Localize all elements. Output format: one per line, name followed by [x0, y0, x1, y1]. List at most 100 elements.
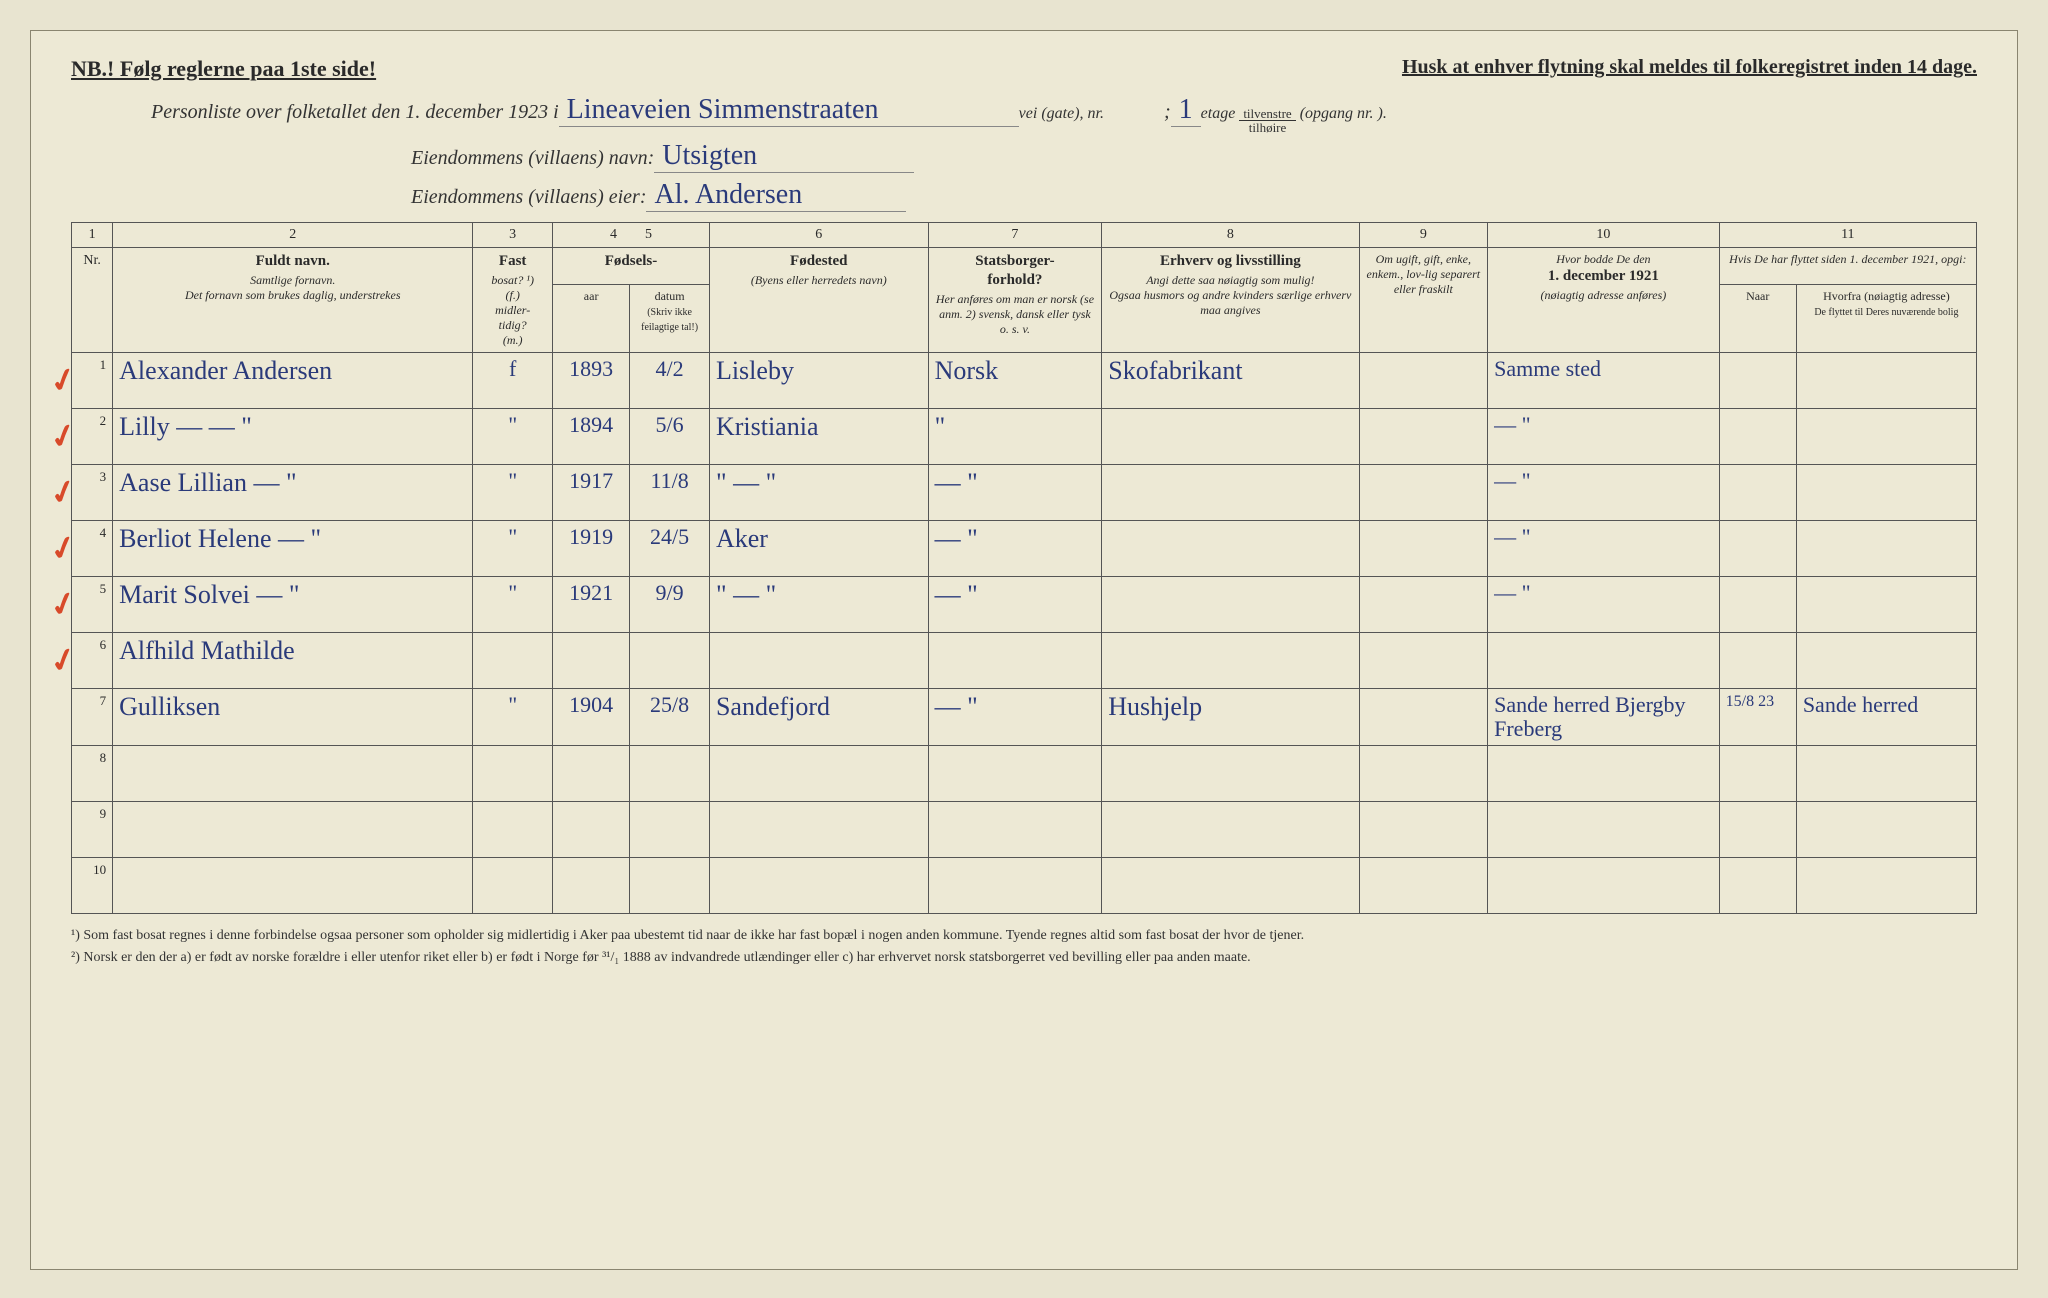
row-fast — [473, 746, 553, 802]
row-gift — [1359, 802, 1488, 858]
row-gift — [1359, 352, 1488, 408]
head-gift: Om ugift, gift, enke, enkem., lov-lig se… — [1359, 248, 1488, 353]
row-aar: 1894 — [553, 408, 630, 464]
row-name: Marit Solvei — " — [113, 576, 473, 632]
row-aar: 1893 — [553, 352, 630, 408]
row-datum: 4/2 — [630, 352, 710, 408]
row-nr: ✓3 — [72, 464, 113, 520]
row-naar: 15/8 23 — [1719, 688, 1796, 745]
frac-bot: tilhøire — [1239, 121, 1295, 134]
row-gift — [1359, 632, 1488, 688]
head-fodsels: Fødsels- — [553, 248, 710, 285]
header-line-1: Personliste over folketallet den 1. dece… — [151, 94, 1977, 134]
row-erhv: Skofabrikant — [1102, 352, 1359, 408]
row-nr: ✓5 — [72, 576, 113, 632]
census-form-page: NB.! Følg reglerne paa 1ste side! Husk a… — [30, 30, 2018, 1270]
row-aar — [553, 858, 630, 914]
header-line-3: Eiendommens (villaens) eier: Al. Anderse… — [411, 179, 1977, 212]
row-nr: ✓6 — [72, 632, 113, 688]
header-line-2: Eiendommens (villaens) navn: Utsigten — [411, 140, 1977, 173]
row-naar — [1719, 632, 1796, 688]
row-sted — [709, 802, 928, 858]
head-name: Fuldt navn. Samtlige fornavn. Det fornav… — [113, 248, 473, 353]
row-stats: — " — [928, 464, 1102, 520]
colnum-7: 7 — [928, 223, 1102, 248]
row-bodde: Samme sted — [1488, 352, 1720, 408]
row-name — [113, 858, 473, 914]
row-datum: 9/9 — [630, 576, 710, 632]
row-bodde — [1488, 802, 1720, 858]
check-mark-icon: ✓ — [46, 638, 82, 682]
row-gift — [1359, 408, 1488, 464]
row-bodde — [1488, 858, 1720, 914]
row-stats — [928, 802, 1102, 858]
head-nr: Nr. — [72, 248, 113, 353]
row-sted: " — " — [709, 464, 928, 520]
row-aar — [553, 632, 630, 688]
colnum-6: 6 — [709, 223, 928, 248]
row-hvor — [1796, 576, 1976, 632]
row-hvor — [1796, 408, 1976, 464]
colnum-8: 8 — [1102, 223, 1359, 248]
row-name: Gulliksen — [113, 688, 473, 745]
row-fast: " — [473, 520, 553, 576]
row-sted: Sandefjord — [709, 688, 928, 745]
row-fast: " — [473, 464, 553, 520]
row-stats — [928, 632, 1102, 688]
villa-name-hw: Utsigten — [654, 140, 914, 173]
row-datum — [630, 858, 710, 914]
row-aar: 1917 — [553, 464, 630, 520]
row-erhv — [1102, 520, 1359, 576]
row-hvor: Sande herred — [1796, 688, 1976, 745]
head-fodested: Fødested (Byens eller herredets navn) — [709, 248, 928, 353]
row-datum: 11/8 — [630, 464, 710, 520]
table-row: ✓3Aase Lillian — ""191711/8" — "— "— " — [72, 464, 1977, 520]
header-row-main: Nr. Fuldt navn. Samtlige fornavn. Det fo… — [72, 248, 1977, 285]
header-block: Personliste over folketallet den 1. dece… — [151, 94, 1977, 212]
head-flyt: Hvis De har flyttet siden 1. december 19… — [1719, 248, 1976, 285]
colnum-2: 2 — [113, 223, 473, 248]
footnotes: ¹) Som fast bosat regnes i denne forbind… — [71, 926, 1977, 967]
row-name: Aase Lillian — " — [113, 464, 473, 520]
check-mark-icon: ✓ — [46, 470, 82, 514]
table-row: ✓4Berliot Helene — ""191924/5Aker— "— " — [72, 520, 1977, 576]
row-erhv — [1102, 746, 1359, 802]
row-datum: 24/5 — [630, 520, 710, 576]
row-hvor — [1796, 632, 1976, 688]
colnum-9: 9 — [1359, 223, 1488, 248]
row-gift — [1359, 688, 1488, 745]
row-fast: " — [473, 688, 553, 745]
head-bodde: Hvor bodde De den 1. december 1921 (nøia… — [1488, 248, 1720, 353]
colnum-1: 1 — [72, 223, 113, 248]
table-row: 7 Gulliksen"190425/8Sandefjord— "Hushjel… — [72, 688, 1977, 745]
row-erhv — [1102, 858, 1359, 914]
row-sted — [709, 746, 928, 802]
etage-label: etage — [1201, 105, 1236, 123]
row-sted: " — " — [709, 576, 928, 632]
row-naar — [1719, 408, 1796, 464]
row-datum: 25/8 — [630, 688, 710, 745]
footnote-1: ¹) Som fast bosat regnes i denne forbind… — [71, 926, 1977, 946]
row-nr: ✓4 — [72, 520, 113, 576]
row-fast: " — [473, 408, 553, 464]
row-naar — [1719, 520, 1796, 576]
sub-hvor: Hvorfra (nøiagtig adresse) De flyttet ti… — [1796, 285, 1976, 352]
row-name: Alfhild Mathilde — [113, 632, 473, 688]
row-gift — [1359, 464, 1488, 520]
row-bodde: — " — [1488, 576, 1720, 632]
row-sted: Lisleby — [709, 352, 928, 408]
side-fraction: tilvenstre tilhøire — [1239, 107, 1295, 134]
row-datum — [630, 632, 710, 688]
villa-owner-hw: Al. Andersen — [646, 179, 906, 212]
row-nr: 7 — [72, 688, 113, 745]
row-erhv — [1102, 408, 1359, 464]
row-name: Alexander Andersen — [113, 352, 473, 408]
row-fast: f — [473, 352, 553, 408]
row-aar: 1921 — [553, 576, 630, 632]
row-name: Berliot Helene — " — [113, 520, 473, 576]
table-body: ✓1Alexander Andersenf18934/2LislebyNorsk… — [72, 352, 1977, 913]
colnum-4-5: 4 5 — [553, 223, 710, 248]
census-table: 1 2 3 4 5 6 7 8 9 10 11 Nr. Fuldt navn. … — [71, 222, 1977, 914]
row-sted — [709, 632, 928, 688]
row-gift — [1359, 858, 1488, 914]
